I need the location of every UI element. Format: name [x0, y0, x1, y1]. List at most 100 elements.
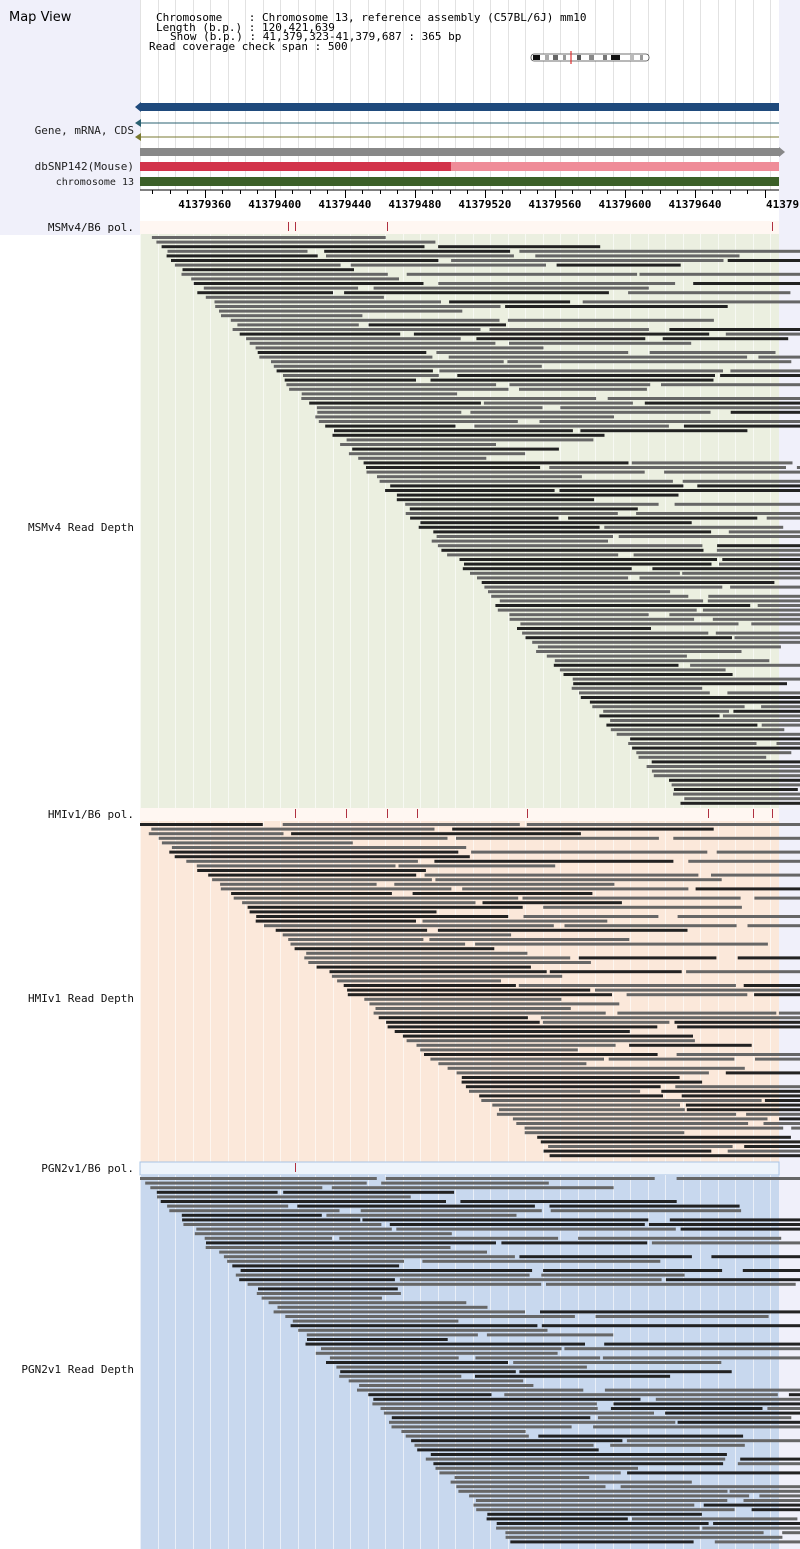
- sequence-read: [763, 1122, 800, 1125]
- sequence-read: [346, 438, 594, 442]
- sequence-read: [632, 746, 800, 750]
- chromosome-bar: [140, 177, 779, 186]
- sequence-read: [237, 323, 359, 327]
- sequence-read: [546, 1282, 796, 1286]
- chromosome-ideogram[interactable]: [530, 51, 650, 64]
- sequence-read: [684, 797, 800, 801]
- sequence-read: [464, 562, 712, 566]
- sequence-read: [396, 1227, 676, 1231]
- sequence-read: [613, 1402, 800, 1406]
- sequence-read: [329, 970, 547, 974]
- sequence-read: [730, 410, 800, 414]
- sequence-read: [436, 351, 629, 354]
- sequence-read: [174, 263, 341, 267]
- sequence-read: [441, 548, 704, 552]
- gene-track-label[interactable]: Gene, mRNA, CDS: [34, 124, 134, 137]
- sequence-read: [592, 705, 745, 709]
- sequence-read: [368, 1393, 492, 1397]
- sequence-read: [459, 558, 717, 561]
- sequence-read: [519, 1370, 732, 1374]
- sequence-read: [363, 461, 629, 465]
- sequence-read: [196, 1227, 392, 1231]
- sequence-read: [549, 1154, 800, 1158]
- sequence-read: [394, 882, 615, 886]
- sequence-read: [394, 1030, 630, 1033]
- polymorphism-strip: [140, 221, 779, 234]
- sequence-read: [779, 1117, 800, 1121]
- sequence-read: [626, 1439, 800, 1443]
- sequence-read: [541, 1273, 685, 1277]
- sequence-read: [389, 1420, 676, 1424]
- sequence-read: [196, 864, 396, 868]
- sequence-read: [520, 622, 739, 626]
- sequence-read: [549, 1204, 740, 1208]
- sequence-read: [422, 919, 608, 923]
- section-2: [139, 1161, 800, 1549]
- sequence-read: [434, 859, 674, 863]
- sequence-read: [475, 1374, 671, 1378]
- sequence-read: [451, 259, 724, 262]
- sequence-read: [722, 558, 800, 561]
- axis-tick-label: 41379400: [248, 198, 302, 211]
- sequence-read: [686, 1108, 800, 1112]
- sequence-read: [347, 988, 591, 992]
- sequence-read: [676, 1177, 800, 1180]
- sequence-read: [402, 1034, 693, 1038]
- sequence-read: [297, 1204, 535, 1208]
- sequence-read: [219, 309, 463, 313]
- sequence-read: [161, 841, 353, 845]
- sequence-read: [332, 433, 605, 437]
- ideogram-band: [603, 55, 607, 60]
- sequence-read: [610, 728, 785, 732]
- sequence-read: [247, 905, 523, 909]
- sequence-read: [677, 1420, 800, 1424]
- mrna-arrow: [135, 119, 141, 127]
- sequence-read: [256, 1292, 401, 1295]
- sequence-read: [524, 1126, 784, 1130]
- ideogram-band: [589, 55, 594, 60]
- sequence-read: [607, 397, 800, 400]
- sequence-read: [396, 498, 595, 502]
- sequence-read: [655, 1397, 800, 1401]
- sequence-read: [510, 1540, 694, 1544]
- sequence-read: [677, 1025, 800, 1029]
- sequence-read: [475, 1499, 728, 1502]
- sequence-read: [391, 1425, 572, 1429]
- sequence-read: [391, 1416, 591, 1420]
- sequence-read: [496, 1112, 737, 1116]
- sequence-read: [145, 1181, 367, 1185]
- sequence-read: [171, 259, 439, 262]
- sequence-read: [523, 915, 659, 918]
- sequence-read: [636, 751, 792, 755]
- sequence-read: [424, 873, 699, 877]
- length-value: 120,421,639: [261, 21, 335, 34]
- cds-arrow: [135, 133, 141, 141]
- sequence-read: [437, 544, 703, 548]
- sequence-read: [223, 1255, 515, 1259]
- sequence-read: [604, 1342, 800, 1346]
- sequence-read: [292, 1319, 459, 1323]
- sequence-read: [499, 599, 704, 603]
- sequence-read: [496, 1526, 700, 1530]
- sequence-read: [283, 374, 439, 377]
- sequence-read: [707, 599, 800, 603]
- sequence-read: [390, 484, 684, 488]
- sequence-read: [315, 1351, 558, 1355]
- sequence-read: [461, 1080, 703, 1084]
- sequence-read: [181, 272, 388, 276]
- sequence-read: [255, 346, 544, 350]
- sequence-read: [610, 1443, 745, 1447]
- sequence-read: [364, 997, 562, 1001]
- sequence-read: [326, 1361, 508, 1364]
- dbsnp-track-label[interactable]: dbSNP142(Mouse): [34, 160, 134, 173]
- sequence-read: [182, 268, 354, 272]
- sequence-read: [543, 1149, 712, 1153]
- sequence-read: [788, 1393, 800, 1397]
- sequence-read: [782, 1531, 800, 1535]
- sequence-read: [639, 576, 800, 580]
- show-label: Show (b.p.) :: [170, 30, 263, 43]
- sequence-read: [673, 792, 800, 796]
- show-value: 41,379,323-41,379,687 : 365 bp: [262, 30, 462, 43]
- sequence-read: [509, 617, 695, 621]
- sequence-read: [378, 1016, 528, 1020]
